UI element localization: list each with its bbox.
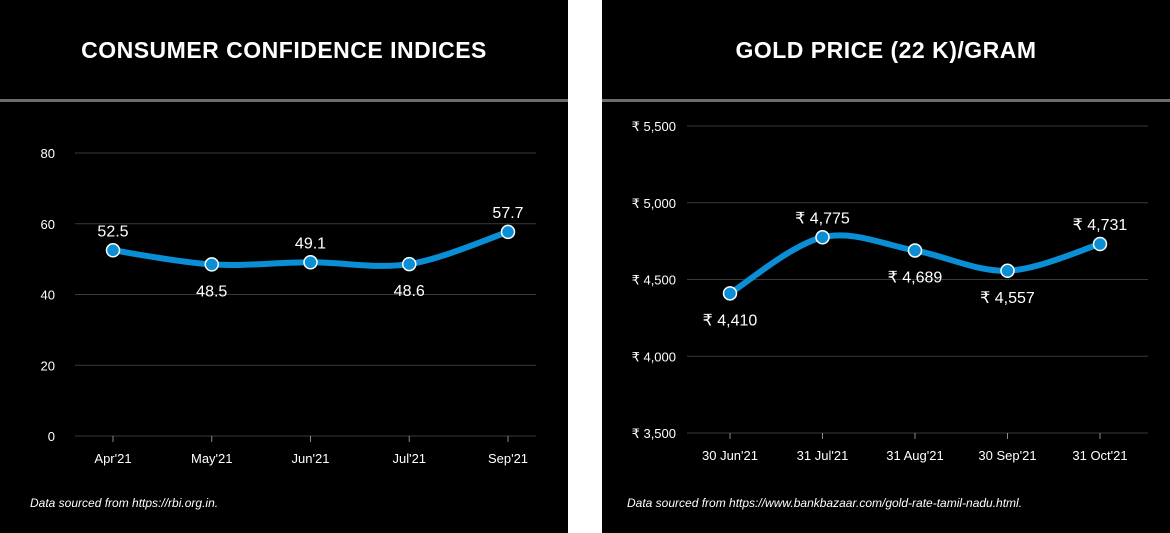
data-point — [105, 243, 121, 258]
gold-price-panel: GOLD PRICE (22 K)/GRAM ₹ 3,500 ₹ 4,000 ₹ 4… — [602, 0, 1170, 533]
chart-title: GOLD PRICE (22 K)/GRAM — [735, 36, 1037, 63]
data-label: 57.7 — [492, 205, 523, 222]
y-tick-label: ₹ 5,500 — [632, 119, 676, 134]
data-label: ₹ 4,775 — [795, 210, 850, 227]
y-tick-label: ₹ 4,500 — [632, 273, 676, 288]
x-tick-label: 31 Aug'21 — [886, 448, 943, 463]
consumer-confidence-panel: CONSUMER CONFIDENCE INDICES 0 20 40 60 80 Apr… — [0, 0, 568, 533]
data-label: 52.5 — [97, 223, 128, 240]
y-tick-label: 80 — [41, 146, 55, 161]
data-point — [500, 224, 516, 240]
source-note: Data sourced from https://www.bankbazaar… — [627, 496, 1023, 510]
x-tick-label: Apr'21 — [94, 451, 131, 466]
data-label: 49.1 — [295, 235, 326, 252]
data-point — [402, 256, 417, 272]
y-tick-label: ₹ 5,000 — [632, 196, 676, 211]
y-tick-label: ₹ 4,000 — [632, 349, 676, 364]
y-tick-label: ₹ 3,500 — [632, 426, 676, 441]
data-label: 48.5 — [196, 283, 227, 300]
y-tick-label: 20 — [41, 358, 55, 373]
y-tick-label: 0 — [48, 429, 55, 444]
x-tick-label: 31 Jul'21 — [797, 448, 849, 463]
x-tick-label: Jul'21 — [392, 451, 426, 466]
data-point — [1092, 236, 1108, 252]
source-note: Data sourced from https://rbi.org.in. — [30, 496, 219, 510]
x-tick-label: Jun'21 — [292, 451, 330, 466]
chart-title: CONSUMER CONFIDENCE INDICES — [81, 36, 487, 63]
data-point — [722, 286, 738, 301]
title-divider — [0, 99, 568, 102]
data-label: ₹ 4,557 — [980, 290, 1035, 307]
data-label: ₹ 4,731 — [1073, 217, 1128, 234]
x-tick-label: May'21 — [191, 451, 233, 466]
data-label: 48.6 — [394, 283, 425, 300]
data-point — [1000, 263, 1015, 279]
data-label: ₹ 4,410 — [703, 312, 758, 329]
title-divider — [602, 99, 1170, 102]
y-tick-label: 40 — [41, 288, 55, 303]
x-tick-label: Sep'21 — [488, 451, 528, 466]
x-tick-label: 30 Jun'21 — [702, 448, 758, 463]
y-tick-label: 60 — [41, 217, 55, 232]
consumer-confidence-chart: 0 20 40 60 80 Apr'21 May'21 Jun'21 Jul'21 Sep'21 5… — [41, 146, 536, 466]
data-point — [204, 257, 219, 272]
data-point — [303, 255, 318, 270]
data-label: ₹ 4,689 — [888, 269, 943, 286]
gold-price-chart: ₹ 3,500 ₹ 4,000 ₹ 4,500 ₹ 5,000 ₹ 5,500 30 Ju… — [632, 119, 1148, 463]
x-tick-label: 31 Oct'21 — [1072, 448, 1127, 463]
x-tick-label: 30 Sep'21 — [978, 448, 1036, 463]
data-point — [907, 243, 923, 258]
data-point — [815, 230, 830, 245]
